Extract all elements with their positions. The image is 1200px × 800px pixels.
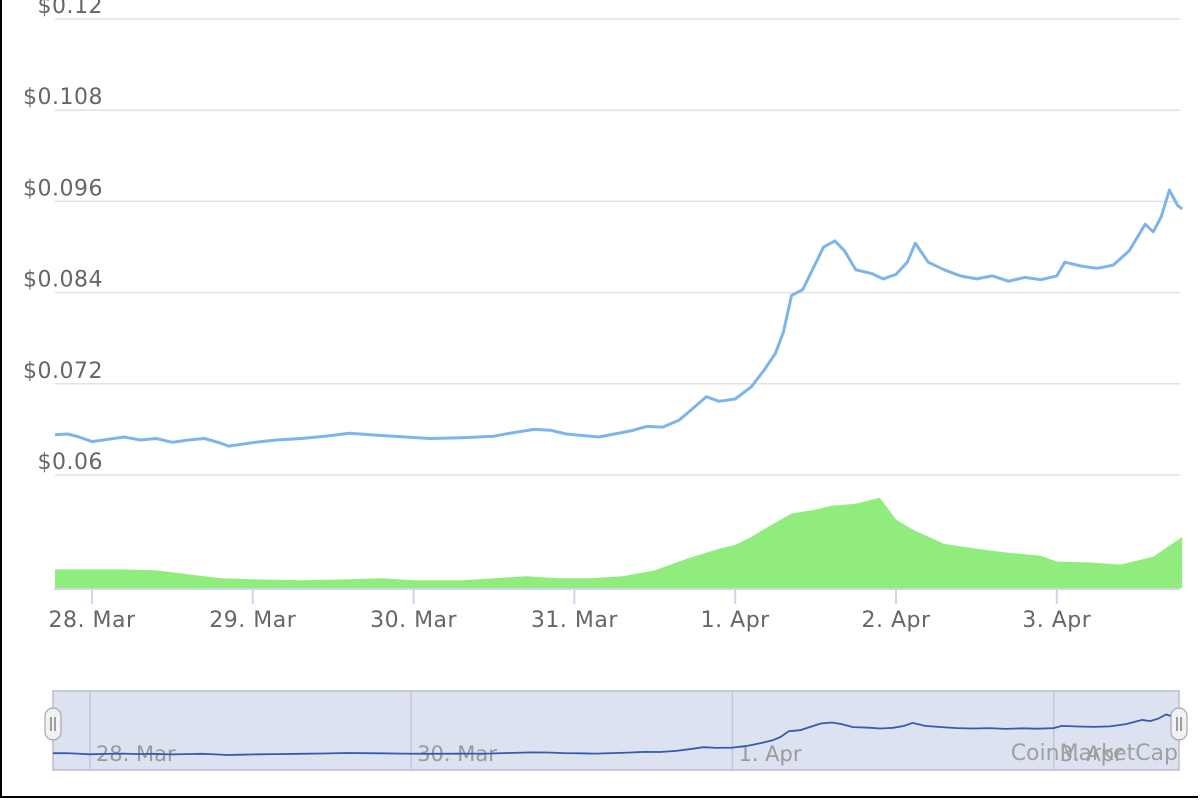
x-axis: 28. Mar 29. Mar 30. Mar 31. Mar 1. Apr 2. Apr… — [49, 588, 1180, 633]
price-line — [54, 188, 1184, 448]
x-tick-label: 3. Apr — [1022, 608, 1091, 633]
price-line-group — [54, 188, 1184, 448]
x-tick-label: 29. Mar — [209, 608, 296, 633]
volume-area — [55, 497, 1183, 588]
navigator-range — [52, 690, 1180, 771]
y-tick-label: $0.096 — [23, 176, 103, 201]
navigator-line — [52, 713, 1180, 756]
y-tick-label: $0.108 — [23, 85, 103, 110]
handle-body — [1170, 707, 1188, 741]
x-tick-label: 31. Mar — [531, 608, 618, 633]
navigator-left-handle[interactable] — [44, 707, 62, 741]
navigator-right-handle[interactable] — [1170, 707, 1188, 741]
navigator-tick-label: 3. Apr — [1060, 742, 1123, 766]
volume-area-group — [55, 497, 1183, 588]
y-tick-label: $0.084 — [23, 268, 103, 293]
y-tick-label: $0.12 — [38, 0, 103, 19]
y-tick-label: $0.06 — [38, 450, 103, 475]
x-tick-label: 28. Mar — [49, 608, 136, 633]
y-tick-label: $0.072 — [23, 359, 103, 384]
watermark-credit: CoinMarketCap — [1011, 741, 1178, 766]
x-tick-label: 2. Apr — [861, 608, 930, 633]
grid-lines — [55, 18, 1180, 476]
handle-body — [44, 707, 62, 741]
y-axis-ticks: $0.06 $0.072 $0.084 $0.096 $0.108 $0.12 — [23, 0, 103, 475]
x-tick-label: 30. Mar — [370, 608, 457, 633]
x-tick-label: 1. Apr — [701, 608, 770, 633]
